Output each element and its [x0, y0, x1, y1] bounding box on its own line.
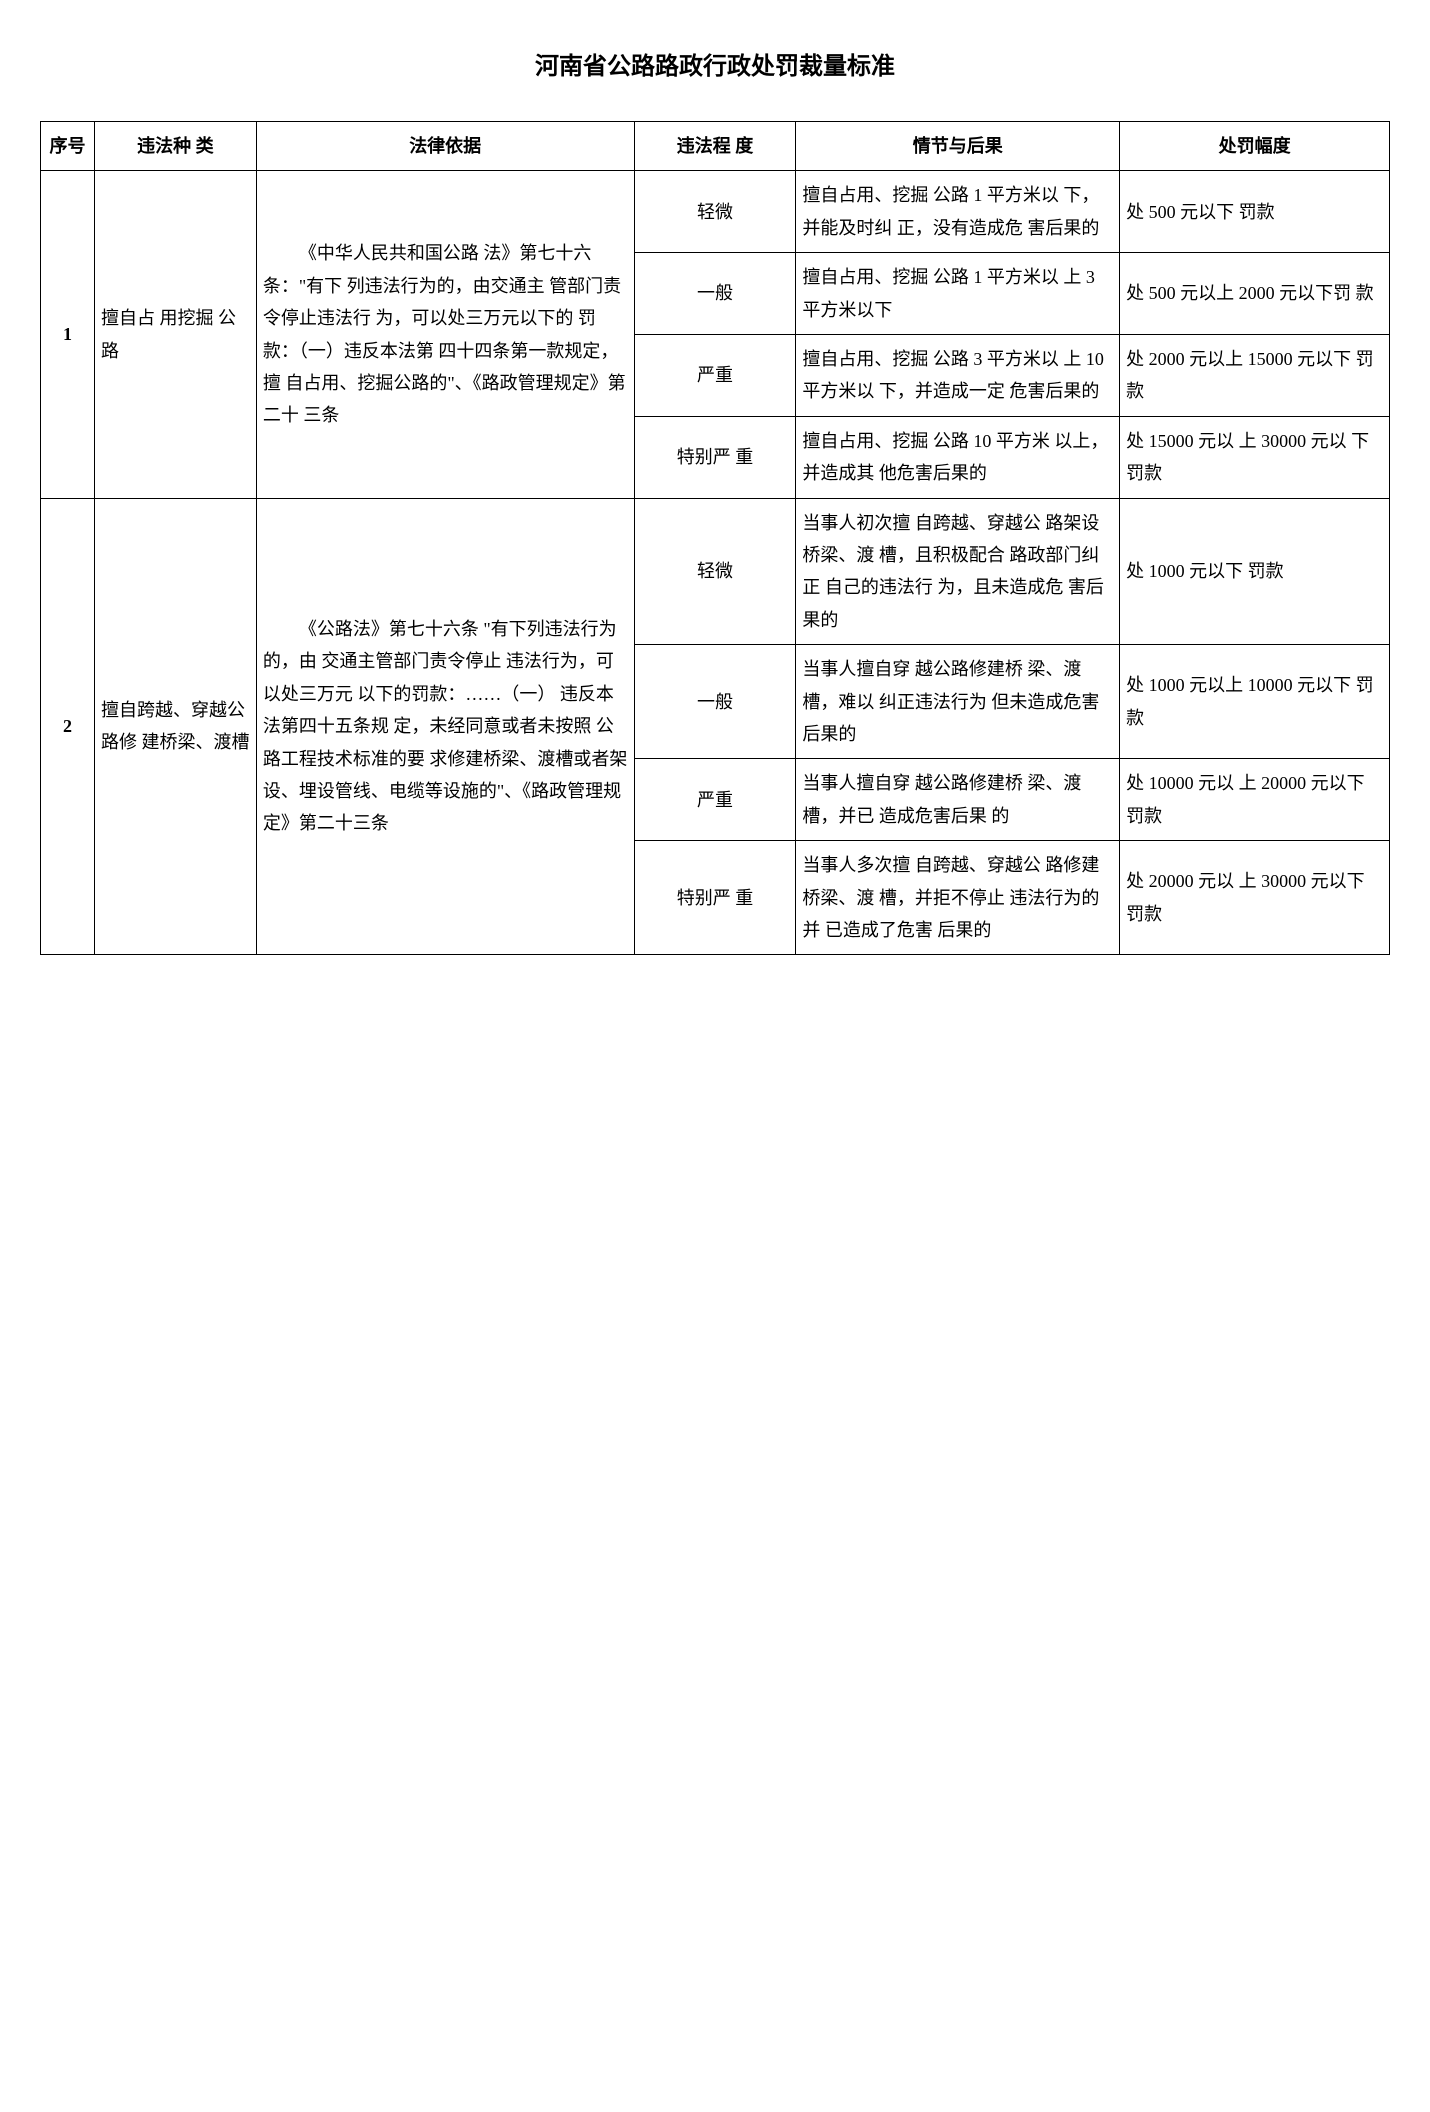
- cell-circumstance: 当事人擅自穿 越公路修建桥 梁、渡槽，难以 纠正违法行为 但未造成危害 后果的: [796, 645, 1120, 759]
- cell-penalty: 处 2000 元以上 15000 元以下 罚款: [1120, 335, 1390, 417]
- cell-circumstance: 擅自占用、挖掘 公路 3 平方米以 上 10 平方米以 下，并造成一定 危害后果…: [796, 335, 1120, 417]
- table-row: 1 擅自占 用挖掘 公路 《中华人民共和国公路 法》第七十六条："有下 列违法行…: [41, 171, 1390, 253]
- cell-penalty: 处 1000 元以上 10000 元以下 罚款: [1120, 645, 1390, 759]
- page-title: 河南省公路路政行政处罚裁量标准: [40, 46, 1390, 81]
- header-seq: 序号: [41, 122, 95, 171]
- cell-penalty: 处 20000 元以 上 30000 元以下 罚款: [1120, 841, 1390, 955]
- cell-basis: 《中华人民共和国公路 法》第七十六条："有下 列违法行为的，由交通主 管部门责令…: [256, 171, 634, 498]
- cell-degree: 特别严 重: [634, 416, 796, 498]
- header-basis: 法律依据: [256, 122, 634, 171]
- cell-circumstance: 擅自占用、挖掘 公路 1 平方米以 上 3 平方米以下: [796, 253, 1120, 335]
- cell-seq: 2: [41, 498, 95, 955]
- cell-circumstance: 当事人多次擅 自跨越、穿越公 路修建桥梁、渡 槽，并拒不停止 违法行为的并 已造…: [796, 841, 1120, 955]
- cell-degree: 严重: [634, 759, 796, 841]
- penalty-standards-table: 序号 违法种 类 法律依据 违法程 度 情节与后果 处罚幅度 1 擅自占 用挖掘…: [40, 121, 1390, 955]
- cell-degree: 一般: [634, 253, 796, 335]
- cell-penalty: 处 1000 元以下 罚款: [1120, 498, 1390, 645]
- cell-seq: 1: [41, 171, 95, 498]
- cell-circumstance: 擅自占用、挖掘 公路 10 平方米 以上，并造成其 他危害后果的: [796, 416, 1120, 498]
- cell-penalty: 处 500 元以下 罚款: [1120, 171, 1390, 253]
- cell-degree: 轻微: [634, 171, 796, 253]
- cell-circumstance: 当事人初次擅 自跨越、穿越公 路架设桥梁、渡 槽，且积极配合 路政部门纠正 自己…: [796, 498, 1120, 645]
- cell-circumstance: 擅自占用、挖掘 公路 1 平方米以 下，并能及时纠 正，没有造成危 害后果的: [796, 171, 1120, 253]
- table-header-row: 序号 违法种 类 法律依据 违法程 度 情节与后果 处罚幅度: [41, 122, 1390, 171]
- cell-circumstance: 当事人擅自穿 越公路修建桥 梁、渡槽，并已 造成危害后果 的: [796, 759, 1120, 841]
- cell-type: 擅自占 用挖掘 公路: [94, 171, 256, 498]
- cell-type: 擅自跨越、穿越公路修 建桥梁、渡槽: [94, 498, 256, 955]
- header-penalty: 处罚幅度: [1120, 122, 1390, 171]
- cell-degree: 轻微: [634, 498, 796, 645]
- cell-degree: 严重: [634, 335, 796, 417]
- table-row: 2 擅自跨越、穿越公路修 建桥梁、渡槽 《公路法》第七十六条 "有下列违法行为的…: [41, 498, 1390, 645]
- cell-basis: 《公路法》第七十六条 "有下列违法行为的，由 交通主管部门责令停止 违法行为，可…: [256, 498, 634, 955]
- header-degree: 违法程 度: [634, 122, 796, 171]
- cell-degree: 特别严 重: [634, 841, 796, 955]
- cell-penalty: 处 10000 元以 上 20000 元以下 罚款: [1120, 759, 1390, 841]
- cell-penalty: 处 500 元以上 2000 元以下罚 款: [1120, 253, 1390, 335]
- header-circumstance: 情节与后果: [796, 122, 1120, 171]
- cell-degree: 一般: [634, 645, 796, 759]
- cell-penalty: 处 15000 元以 上 30000 元以 下罚款: [1120, 416, 1390, 498]
- header-type: 违法种 类: [94, 122, 256, 171]
